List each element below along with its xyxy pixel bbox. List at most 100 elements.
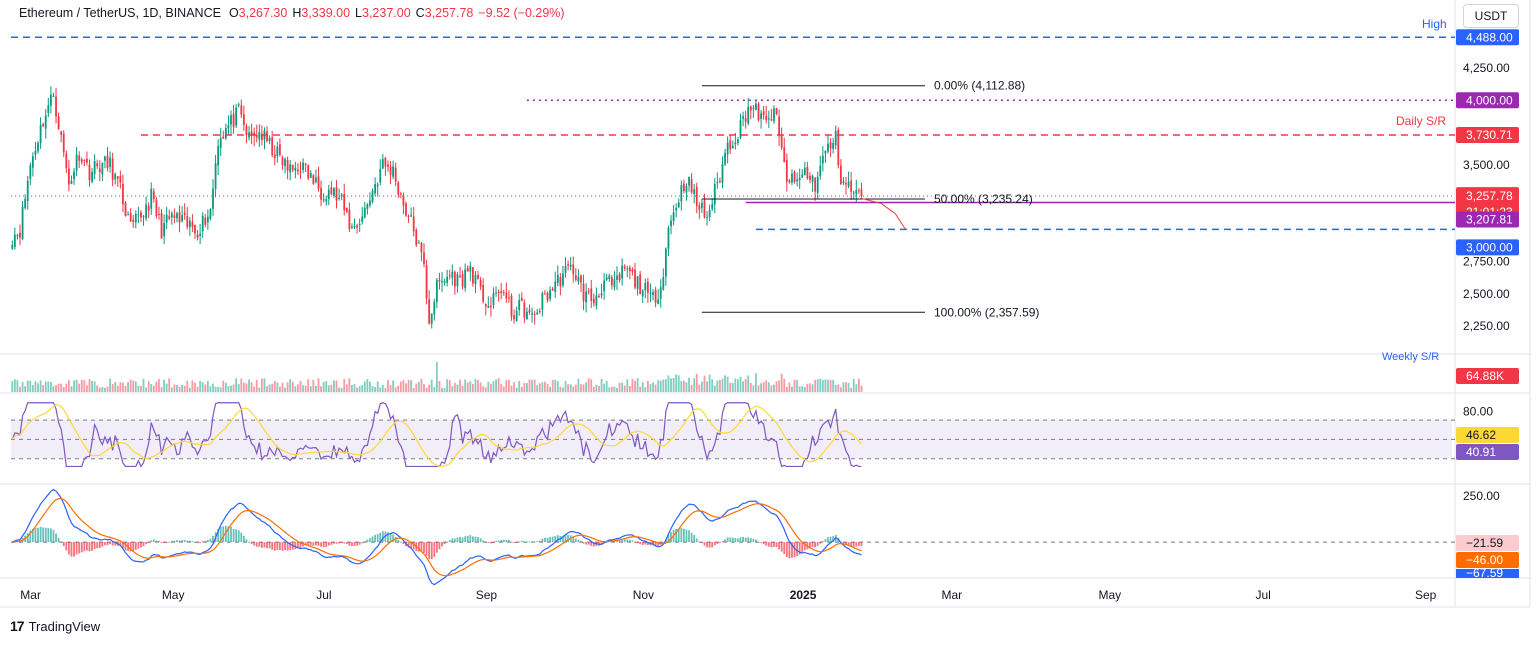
macd-histogram-bar [441, 542, 443, 547]
candle [747, 106, 750, 124]
candle [52, 95, 55, 97]
volume-bar [320, 386, 322, 392]
candle [26, 180, 29, 201]
macd-histogram-bar [816, 542, 819, 546]
macd-histogram-bar [551, 536, 554, 543]
candle [603, 280, 606, 292]
candle [487, 305, 490, 308]
macd-histogram-bar [453, 538, 456, 543]
macd-histogram-bar [796, 542, 799, 557]
candle [623, 266, 626, 269]
macd-histogram-bar [417, 542, 420, 552]
change-value: −9.52 (−0.29%) [478, 6, 565, 20]
candle [435, 279, 438, 303]
tradingview-logo[interactable]: 17 TradingView [10, 618, 100, 634]
candle [819, 165, 822, 177]
volume-bar [57, 383, 60, 392]
candle [513, 315, 515, 320]
candle [91, 171, 93, 182]
volume-bar [209, 386, 212, 392]
volume-bar [183, 385, 186, 392]
candle [760, 113, 762, 119]
macd-histogram-bar [232, 528, 235, 543]
candle [618, 274, 621, 281]
macd-histogram-bar [104, 542, 106, 546]
macd-histogram-bar [755, 539, 757, 543]
candle [109, 157, 111, 167]
volume-bar [381, 384, 384, 392]
volume-bar [417, 381, 420, 392]
macd-histogram-bar [384, 531, 387, 543]
candle [410, 215, 413, 217]
volume-bar [204, 384, 207, 392]
candle [351, 226, 353, 228]
volume-bar [152, 385, 155, 392]
macd-histogram-bar [132, 542, 135, 552]
candle [649, 292, 652, 294]
macd-histogram-bar [567, 535, 570, 543]
macd-histogram-bar [423, 542, 425, 553]
macd-histogram-bar [726, 537, 729, 543]
macd-histogram-bar [495, 541, 497, 543]
candle [250, 131, 253, 135]
candle [330, 187, 333, 195]
candle [327, 189, 330, 200]
volume-bar [585, 382, 588, 392]
volume-bar [101, 386, 104, 392]
candle [664, 248, 667, 277]
macd-histogram-bar [474, 536, 477, 543]
volume-bar [188, 387, 191, 392]
candle [857, 190, 860, 192]
candle [178, 212, 181, 223]
macd-histogram-bar [435, 542, 438, 553]
volume-bar [762, 382, 765, 392]
macd-histogram-bar [188, 540, 191, 543]
macd-histogram-bar [556, 535, 559, 543]
candle [729, 140, 732, 150]
macd-histogram-bar [268, 542, 271, 549]
volume-bar [564, 380, 567, 392]
volume-bar [466, 382, 469, 392]
volume-bar [11, 381, 14, 392]
volume-bar [734, 378, 737, 392]
volume-bar [598, 385, 600, 392]
macd-histogram-bar [688, 530, 690, 543]
candle [286, 159, 289, 171]
candle [415, 229, 418, 246]
volume-bar [459, 379, 461, 392]
macd-histogram-bar [330, 542, 333, 545]
volume-bar [333, 380, 335, 392]
macd-histogram-bar [163, 542, 166, 544]
macd-histogram-bar [592, 542, 595, 547]
price-tick: 4,250.00 [1463, 61, 1510, 75]
volume-bar [410, 380, 413, 392]
volume-bar [248, 379, 250, 392]
volume-bar [405, 383, 407, 392]
currency-button[interactable]: USDT [1463, 4, 1519, 28]
volume-bar [742, 381, 744, 392]
volume-bar [510, 385, 513, 392]
volume-bar [636, 378, 639, 392]
macd-histogram-bar [618, 540, 621, 543]
candle [626, 268, 629, 270]
macd-histogram-bar [824, 539, 827, 543]
macd-histogram-bar [83, 542, 86, 552]
macd-histogram-bar [122, 542, 124, 549]
volume-bar [163, 379, 166, 392]
macd-histogram-bar [832, 536, 835, 543]
volume-bar [55, 385, 57, 392]
candle [127, 214, 129, 216]
macd-histogram-bar [706, 542, 708, 548]
candle [742, 116, 744, 119]
macd-histogram-bar [572, 536, 575, 543]
candle [842, 181, 845, 183]
macd-histogram-bar [67, 542, 70, 555]
volume-bar [677, 375, 680, 392]
macd-histogram-bar [698, 541, 701, 543]
volume-bar [654, 384, 657, 392]
macd-histogram-bar [708, 542, 711, 548]
volume-bar [667, 375, 670, 392]
candle [821, 155, 824, 164]
volume-bar [42, 385, 45, 392]
